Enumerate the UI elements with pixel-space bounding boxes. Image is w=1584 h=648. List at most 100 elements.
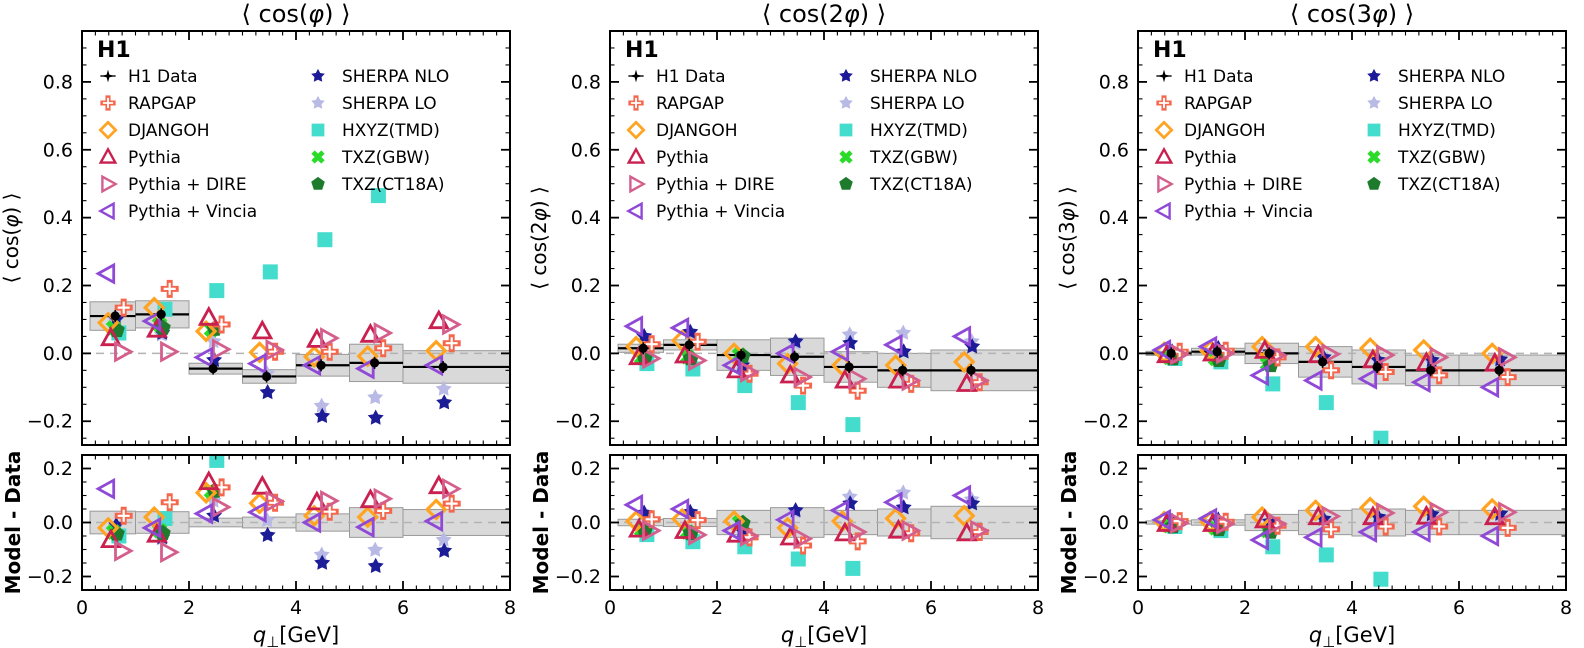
ratio-y-tick-label: −0.2 [1083,566,1129,588]
marker-h1 [316,359,326,372]
marker-h1 [684,338,694,351]
ratio-marker-dire [848,521,868,543]
marker-h1 [966,364,976,377]
legend-marker-pythia [98,146,118,164]
marker-hxyz [790,395,806,411]
legend-item-ct18a: TXZ(CT18A) [311,175,444,195]
series-dire-markers [114,313,462,363]
legend-label-lo: SHERPA LO [342,94,437,114]
series-rapgap-markers [114,279,461,361]
legend-label-vincia: Pythia + Vincia [1184,202,1313,222]
legend-item-pythia: Pythia [1154,146,1237,168]
ratio-y-tick-label: 0.2 [43,458,73,480]
y-tick-label: 0.0 [43,343,73,365]
ratio-marker-vincia [882,491,903,514]
legend-item-vincia: Pythia + Vincia [97,201,257,222]
series-rapgap-markers [642,332,989,400]
xlabel: q⊥[GeV] [253,623,339,648]
legend-marker-djangoh [1154,120,1174,140]
marker-vincia [951,325,972,348]
legend-label-gbw: TXZ(GBW) [341,148,430,168]
marker-hxyz [262,264,278,280]
ratio-marker-dire [793,527,814,550]
legend-label-nlo: SHERPA NLO [342,67,449,87]
ratio-marker-vincia [354,516,375,539]
ratio-marker-dire [1498,501,1518,524]
ratio-series-vincia-markers [95,477,444,539]
ratio-y-tick-label: −0.2 [27,566,73,588]
legend-item-pythia: Pythia [98,146,181,168]
ratio-y-tick-label: 0.0 [1099,512,1129,534]
marker-lo [313,397,330,413]
marker-h1 [1264,347,1274,360]
ratio-marker-rapgap [642,510,661,529]
ratio-axes [610,484,1038,576]
ratio-marker-pythia [99,528,122,548]
y-tick-label: −0.2 [1083,411,1129,433]
ratio-marker-rapgap [374,501,393,520]
x-tick-label: 0 [1132,597,1144,619]
marker-h1 [1426,364,1436,377]
panel-0: ⟨ cos(φ) ⟩ −0.2 0.0 0.2 0.4 0.6 0.8 H1 H1 Data RA… [0,0,516,648]
marker-h1 [1212,345,1222,358]
y-tick-label: 0.6 [43,139,73,161]
x-tick-label: 2 [183,597,195,619]
marker-hxyz [317,232,333,248]
legend-item-rapgap: RAPGAP [1156,94,1252,114]
marker-pythia [251,319,274,340]
ratio-marker-dire [901,519,922,542]
ratio-marker-dire [114,539,134,562]
legend-item-lo: SHERPA LO [839,94,965,114]
marker-dire [688,349,708,372]
ratio-marker-lo [435,531,452,547]
x-tick-label: 2 [1239,597,1251,619]
y-tick-label: 0.0 [1099,343,1129,365]
series-vincia-markers [1151,335,1500,399]
ratio-marker-vincia [95,477,116,500]
y-tick-label: 0.8 [1099,71,1129,93]
marker-djangoh [356,344,379,368]
y-tick-label: 0.8 [43,71,73,93]
ratio-series-rapgap-markers [1170,512,1517,539]
legend-label-dire: Pythia + DIRE [656,175,775,195]
y-tick-label: 0.2 [43,275,73,297]
legend-marker-gbw [311,150,325,164]
ratio-marker-pythia [251,474,274,495]
ratio-marker-vincia [1302,526,1323,549]
ratio-marker-dire [160,541,180,564]
legend-marker-hxyz [1367,123,1381,137]
ratio-marker-nlo [842,495,859,511]
ratio-marker-nlo [964,495,981,511]
marker-rapgap [1430,366,1449,385]
ratio-y-tick-label: 0.2 [571,458,601,480]
legend-marker-rapgap [628,95,644,111]
marker-hxyz [845,417,861,433]
ratio-marker-dire [688,523,708,546]
legend-marker-dire [101,174,119,194]
legend-item-h1: H1 Data [100,67,198,87]
ratio-marker-dire [442,477,462,500]
legend-label-hxyz: HXYZ(TMD) [342,121,440,141]
ratio-marker-vincia [1479,525,1500,547]
legend-label-ct18a: TXZ(CT18A) [869,175,972,195]
series-vincia-markers [623,315,972,377]
ratio-marker-rapgap [688,511,707,530]
legend-marker-dire [629,174,647,194]
y-tick-label: 0.2 [571,275,601,297]
series-h1-markers [110,308,448,383]
x-tick-label: 8 [504,597,516,619]
ratio-marker-rapgap [114,506,133,525]
marker-rapgap [848,381,867,400]
marker-lo [367,389,384,405]
ratio-marker-lo [259,511,276,528]
legend-marker-djangoh [626,120,646,140]
legend-marker-nlo [839,68,853,82]
legend-label-djangoh: DJANGOH [656,121,738,141]
marker-dire [740,361,760,383]
legend-marker-lo [1367,95,1381,109]
marker-dire [1498,346,1518,369]
legend-marker-nlo [1367,68,1381,82]
marker-nlo [314,407,331,423]
marker-hxyz [1373,430,1389,445]
